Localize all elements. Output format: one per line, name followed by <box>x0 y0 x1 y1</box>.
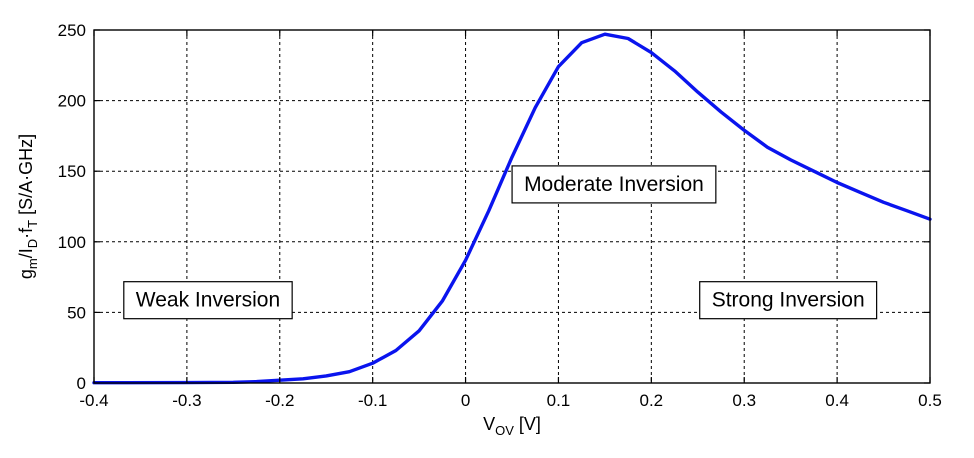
annotation-box <box>123 281 293 320</box>
y-axis-label: gm/ID·fT [S/A·GHz] <box>16 134 40 279</box>
x-tick-label: -0.4 <box>79 391 108 410</box>
annotation: Moderate Inversion <box>511 165 717 204</box>
annotation: Strong Inversion <box>699 281 878 320</box>
y-tick-label: 100 <box>58 233 86 252</box>
y-tick-label: 50 <box>67 303 86 322</box>
x-tick-label: 0 <box>461 391 470 410</box>
x-tick-label: -0.1 <box>358 391 387 410</box>
annotation: Weak Inversion <box>123 281 293 320</box>
x-tick-label: 0.2 <box>640 391 664 410</box>
x-tick-label: 0.4 <box>825 391 849 410</box>
annotation-label: Strong Inversion <box>712 289 865 312</box>
y-tick-label: 0 <box>77 374 86 393</box>
x-tick-label: 0.3 <box>732 391 756 410</box>
x-axis-label: VOV [V] <box>483 414 541 438</box>
series-layer <box>92 32 932 385</box>
x-tick-label: -0.3 <box>172 391 201 410</box>
annotation-box <box>699 281 878 320</box>
annotation-box <box>511 165 717 204</box>
annotations: Weak Inversion Moderate Inversion Strong I… <box>123 165 878 320</box>
y-tick-label: 150 <box>58 162 86 181</box>
annotation-label: Moderate Inversion <box>524 173 704 196</box>
series-line <box>92 32 932 385</box>
ticks: -0.4 -0.3 -0.2 -0.1 0 0.1 0.2 0.3 0.4 0.5 0 50 100 15… <box>58 21 942 410</box>
x-tick-label: -0.2 <box>265 391 294 410</box>
plot-border <box>93 29 931 384</box>
plot-area <box>94 30 930 383</box>
y-tick-label: 250 <box>58 21 86 40</box>
x-tick-label: 0.5 <box>918 391 942 410</box>
y-tick-label: 200 <box>58 92 86 111</box>
x-tick-label: 0.1 <box>547 391 571 410</box>
annotation-label: Weak Inversion <box>136 289 280 312</box>
